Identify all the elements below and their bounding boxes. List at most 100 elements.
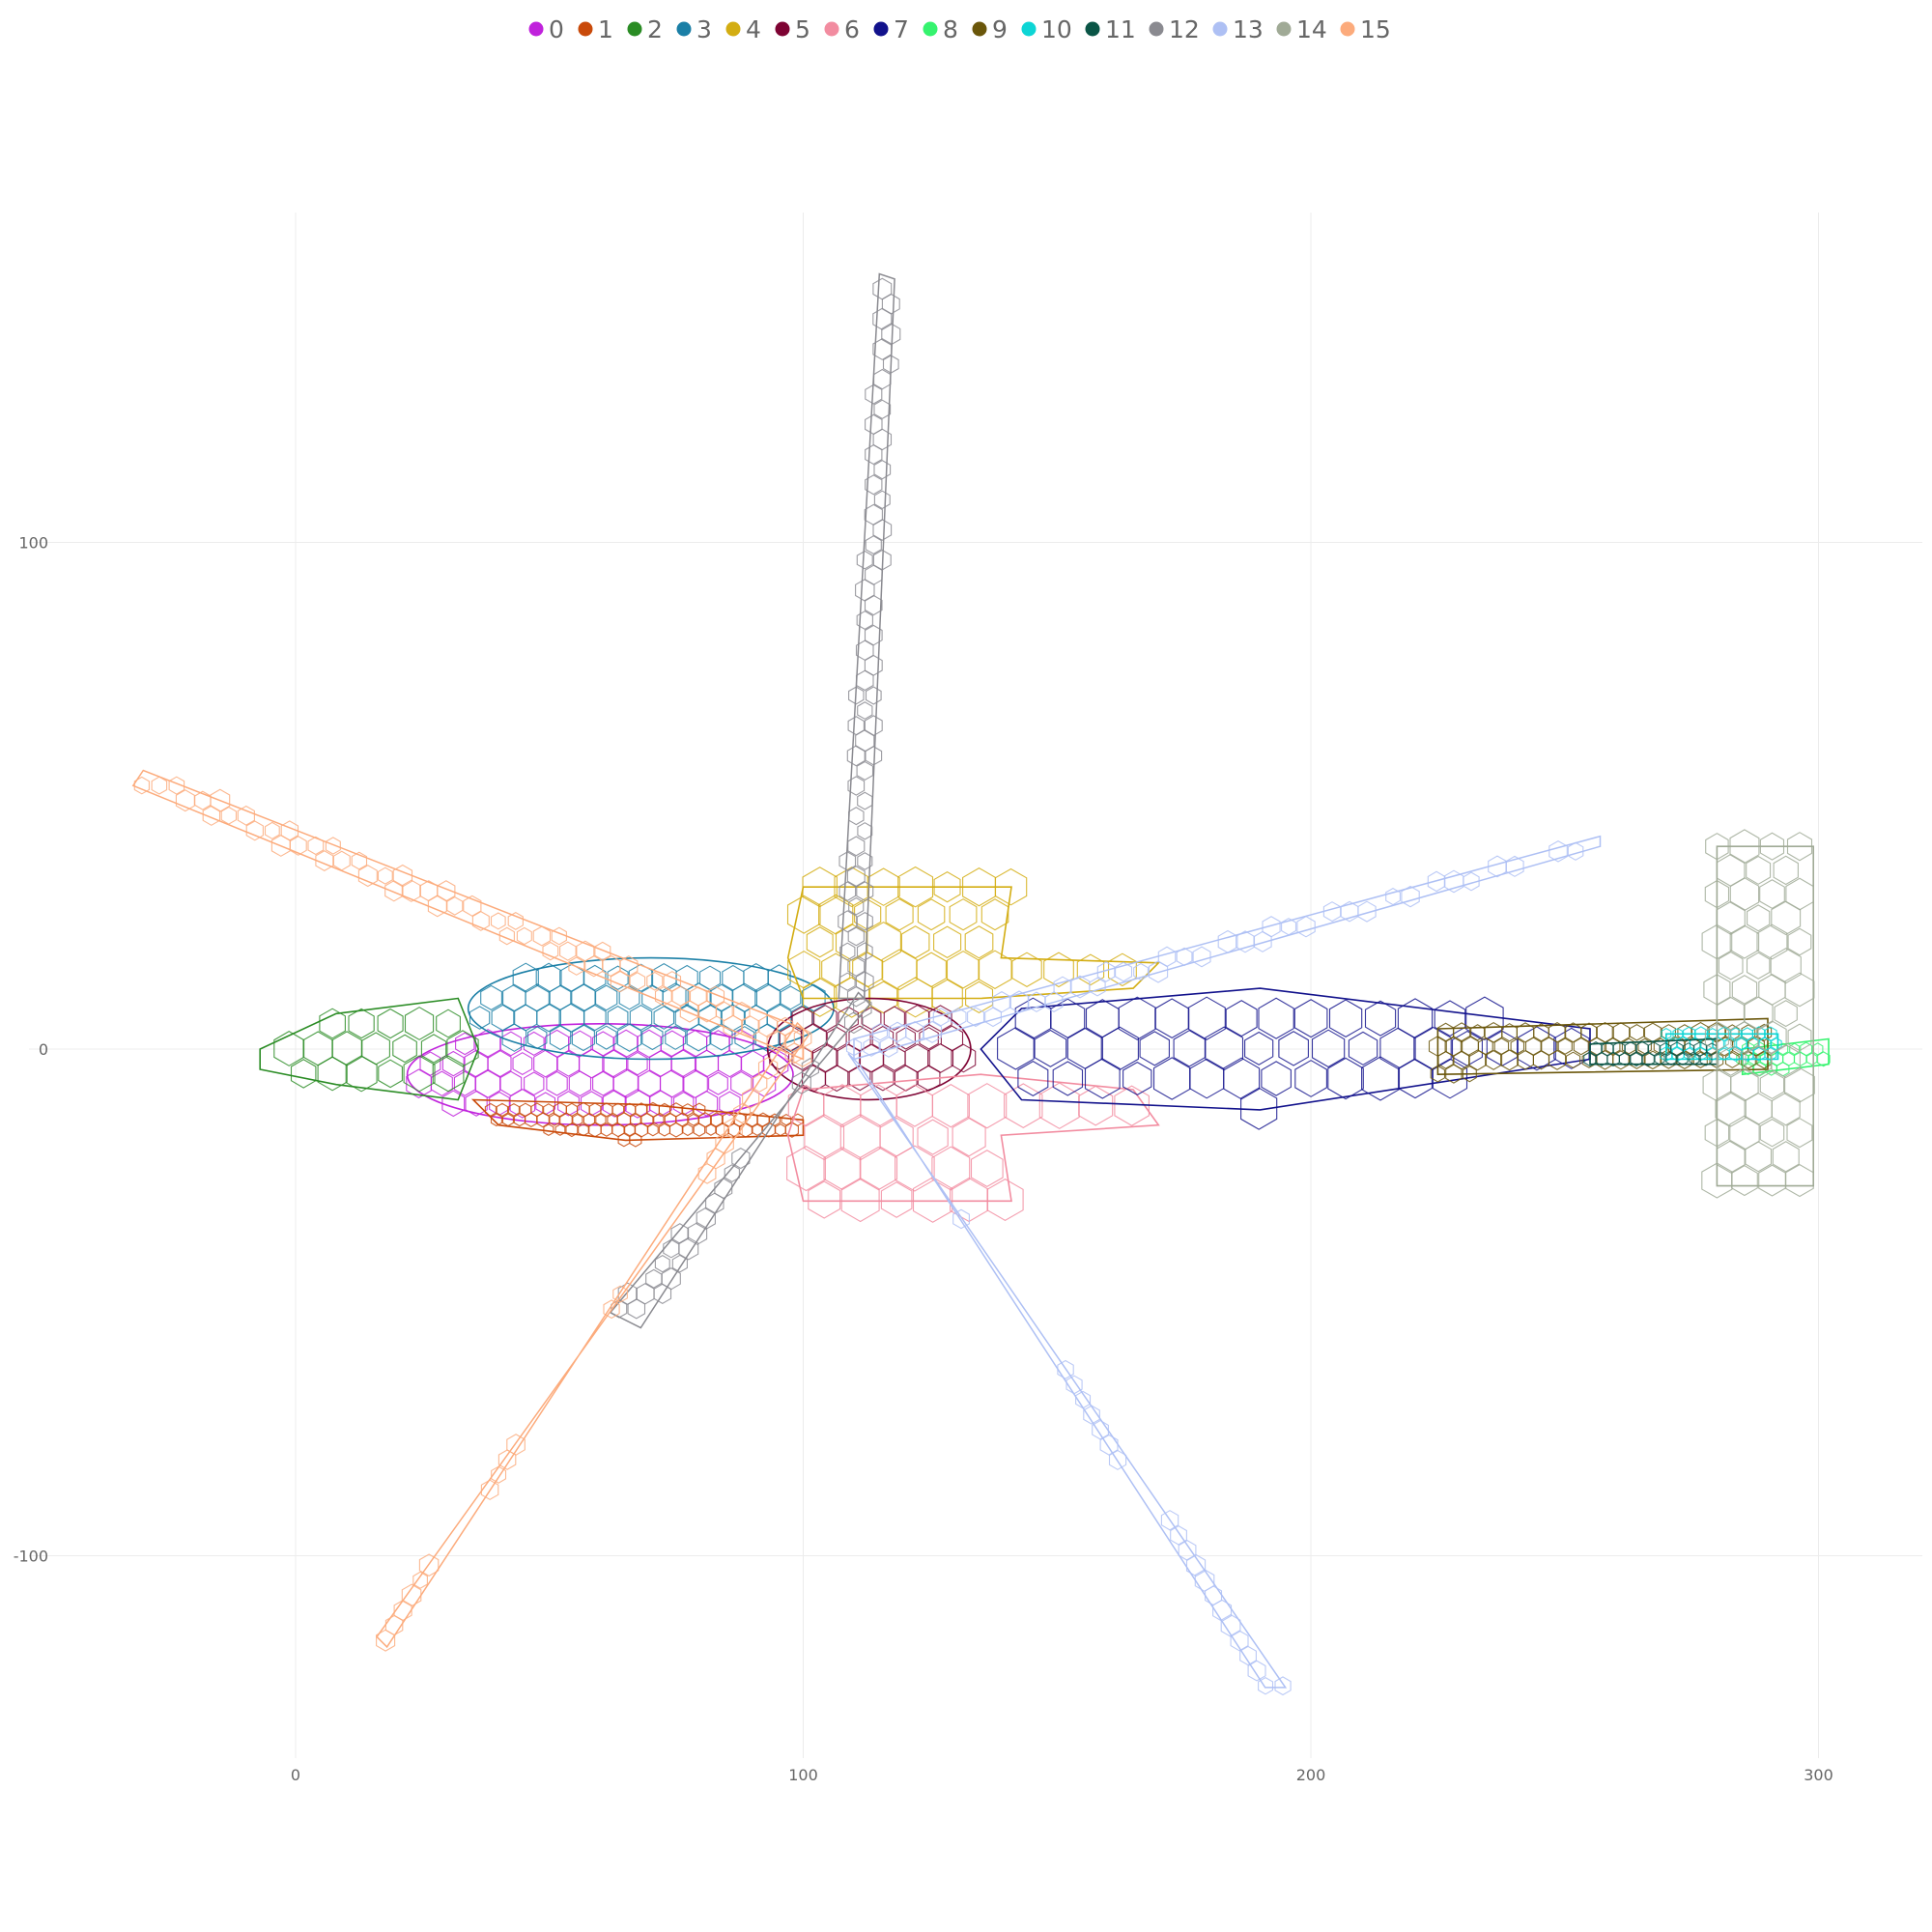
mesh-cell [1096, 961, 1116, 982]
mesh-cell [289, 836, 307, 856]
legend-swatch [972, 21, 987, 37]
mesh-cell [693, 1122, 706, 1137]
mesh-cell [202, 805, 221, 826]
mesh-cell [1170, 1524, 1187, 1546]
mesh-cell [376, 1629, 396, 1652]
legend-item-7[interactable]: 7 [873, 15, 909, 43]
mesh-cell [1401, 885, 1420, 908]
mesh-cell [800, 1023, 827, 1054]
mesh-cell [603, 1299, 620, 1320]
mesh-cell [846, 985, 866, 1008]
mesh-cell [672, 1091, 695, 1116]
legend-item-12[interactable]: 12 [1149, 15, 1200, 43]
legend-item-14[interactable]: 14 [1276, 15, 1327, 43]
mesh-cell [315, 850, 334, 872]
mesh-cell [780, 985, 802, 1010]
legend-item-15[interactable]: 15 [1340, 15, 1391, 43]
legend-swatch [1085, 21, 1100, 37]
mesh-cell [882, 355, 899, 374]
legend-label: 0 [549, 15, 564, 43]
mesh-cell [730, 1070, 753, 1096]
mesh-cell [1157, 946, 1177, 968]
legend-item-5[interactable]: 5 [775, 15, 810, 43]
mesh-cell [1100, 1026, 1139, 1071]
mesh-cell [826, 1026, 847, 1050]
mesh-cell [487, 1049, 512, 1078]
mesh-cell [1247, 1660, 1266, 1682]
mesh-cell [1689, 1052, 1700, 1065]
mesh-cell [628, 963, 654, 992]
mesh-cell [1665, 1052, 1677, 1066]
mesh-cell [602, 1049, 628, 1079]
mesh-cell [931, 1083, 970, 1128]
mesh-cell [1704, 1118, 1730, 1148]
mesh-cell [864, 503, 883, 526]
mesh-cell [869, 980, 898, 1014]
mesh-cell [1789, 1042, 1801, 1056]
mesh-cell [965, 980, 994, 1014]
mesh-cell [1505, 855, 1524, 877]
mesh-cell [1724, 1051, 1740, 1068]
mesh-cell [825, 1065, 849, 1093]
mesh-cell [377, 867, 393, 885]
mesh-cell [992, 990, 1011, 1013]
mesh-cell [1745, 1045, 1772, 1077]
mesh-cell [1771, 1092, 1801, 1126]
mesh-cell [345, 1055, 378, 1093]
mesh-cell [848, 807, 865, 826]
mesh-cell [1217, 929, 1238, 953]
mesh-cell [1557, 1037, 1573, 1055]
mesh-cell [967, 1083, 1008, 1129]
mesh-cell [1328, 999, 1363, 1038]
legend-item-13[interactable]: 13 [1212, 15, 1264, 43]
legend-item-9[interactable]: 9 [972, 15, 1008, 43]
mesh-cell [856, 550, 873, 570]
legend-item-8[interactable]: 8 [923, 15, 958, 43]
mesh-cell [1758, 973, 1786, 1006]
legend-item-10[interactable]: 10 [1021, 15, 1072, 43]
mesh-cell [641, 1025, 664, 1051]
series-2 [259, 997, 480, 1101]
legend-item-2[interactable]: 2 [627, 15, 663, 43]
mesh-cell [978, 950, 1012, 990]
legend-swatch [725, 21, 741, 37]
mesh-cell [912, 1177, 953, 1223]
mesh-cell [1357, 900, 1377, 923]
legend-item-1[interactable]: 1 [578, 15, 613, 43]
mesh-cell [1230, 1630, 1249, 1652]
mesh-cell [1043, 952, 1074, 988]
mesh-cell [351, 851, 368, 870]
x-tick-label: 300 [1804, 1766, 1833, 1784]
legend-item-6[interactable]: 6 [824, 15, 860, 43]
mesh-cell [931, 979, 963, 1016]
legend-item-11[interactable]: 11 [1085, 15, 1136, 43]
legend-swatch [1276, 21, 1292, 37]
mesh-cell [1004, 1083, 1043, 1129]
mesh-cell [804, 1114, 845, 1161]
mesh-cell [823, 1084, 862, 1128]
mesh-cell [847, 956, 866, 977]
mesh-cell [419, 880, 439, 902]
mesh-cell [516, 926, 532, 946]
mesh-cell [317, 1056, 348, 1092]
mesh-cell [1759, 879, 1785, 910]
mesh-cell [694, 1049, 720, 1078]
mesh-cell [916, 952, 947, 988]
legend-swatch [627, 21, 642, 37]
mesh-cell [1189, 1058, 1225, 1099]
mesh-cell [932, 1008, 950, 1027]
mesh-cell [1704, 879, 1730, 909]
legend[interactable]: 0 1 2 3 4 5 6 7 8 9 10 11 12 13 14 15 [528, 15, 1391, 43]
mesh-cell [949, 898, 978, 931]
mesh-cell [767, 964, 791, 992]
mesh-cell [1187, 996, 1226, 1040]
mesh-cell [1083, 1405, 1100, 1425]
mesh-cell [719, 1091, 741, 1117]
legend-item-3[interactable]: 3 [676, 15, 712, 43]
legend-item-4[interactable]: 4 [725, 15, 761, 43]
mesh-cell [1192, 946, 1211, 968]
mesh-cell [879, 1037, 898, 1058]
mesh-cell [392, 864, 413, 888]
legend-item-0[interactable]: 0 [528, 15, 564, 43]
mesh-cell [873, 490, 891, 510]
